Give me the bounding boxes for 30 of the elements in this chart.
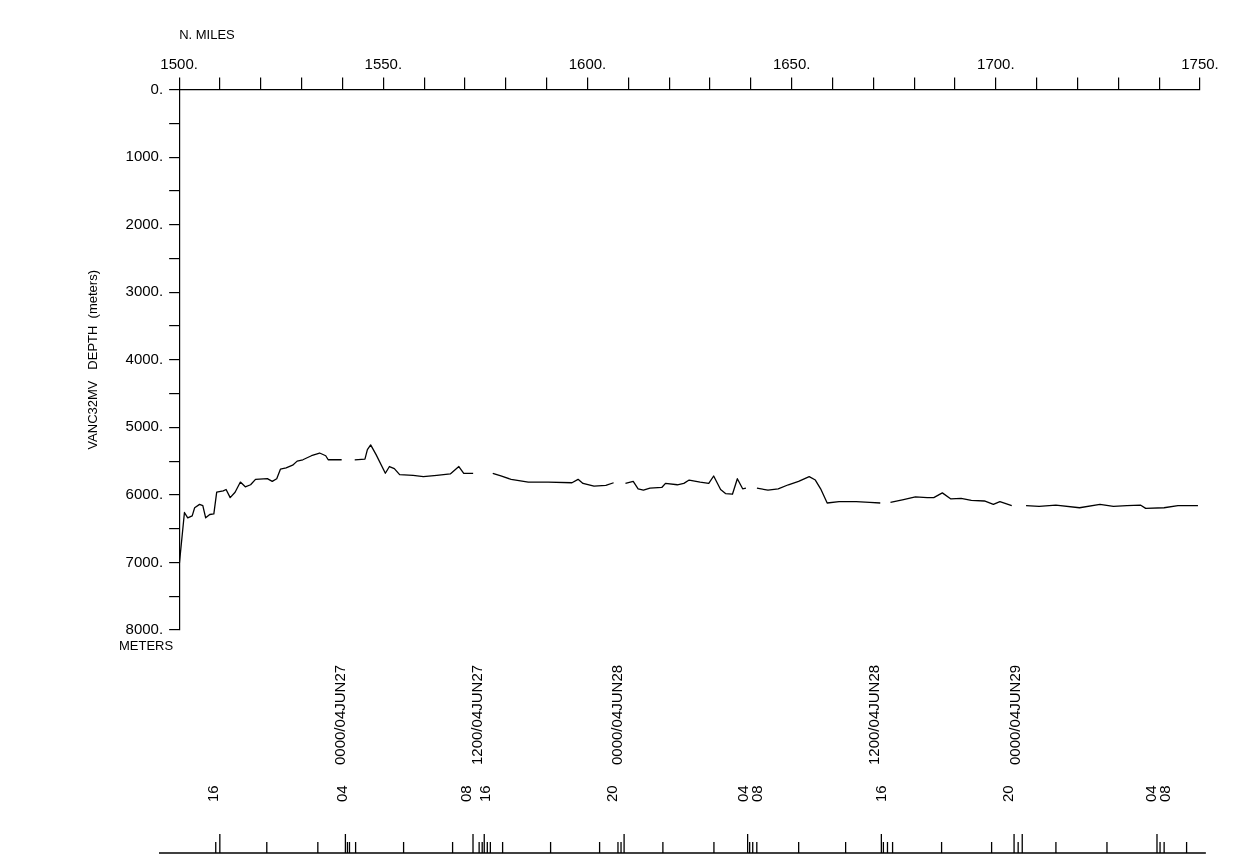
text: 04 [333, 785, 351, 802]
text: 16 [475, 785, 493, 802]
x-tick-label: 1650. [772, 54, 811, 72]
y-axis-title: VANC32MV DEPTH (meters) [85, 269, 101, 450]
text: 1200/04JUN28 [864, 664, 882, 765]
text: 0000/04JUN27 [330, 664, 348, 765]
text: METERS [118, 638, 174, 654]
x-tick-label: 1700. [977, 54, 1015, 72]
y-tick-label: 6000. [125, 485, 164, 503]
y-tick-label: 7000. [125, 552, 164, 570]
text: 20 [602, 785, 620, 802]
y-tick-label: 2000. [125, 214, 164, 232]
x-tick-label: 1600. [568, 54, 607, 72]
x-tick-label: 1750. [1181, 54, 1219, 72]
text: 20 [998, 785, 1016, 802]
y-tick-label: 8000. [125, 620, 164, 638]
x-tick-label: 1550. [364, 54, 403, 72]
y-tick-label: 3000. [125, 282, 164, 300]
y-tick-label: 1000. [125, 147, 164, 165]
y-tick-label: 4000. [125, 349, 164, 367]
y-tick-label: 5000. [125, 417, 164, 435]
text: 0000/04JUN28 [608, 664, 626, 765]
y-tick-label: 0. [150, 79, 164, 97]
x-axis-title: N. MILES [179, 27, 236, 43]
text: 0000/04JUN29 [1005, 664, 1023, 765]
x-tick-label: 1500. [160, 54, 198, 72]
text: 1200/04JUN27 [467, 664, 485, 765]
text: 08 [456, 785, 474, 802]
text: 16 [871, 785, 889, 802]
text: 16 [204, 785, 222, 802]
